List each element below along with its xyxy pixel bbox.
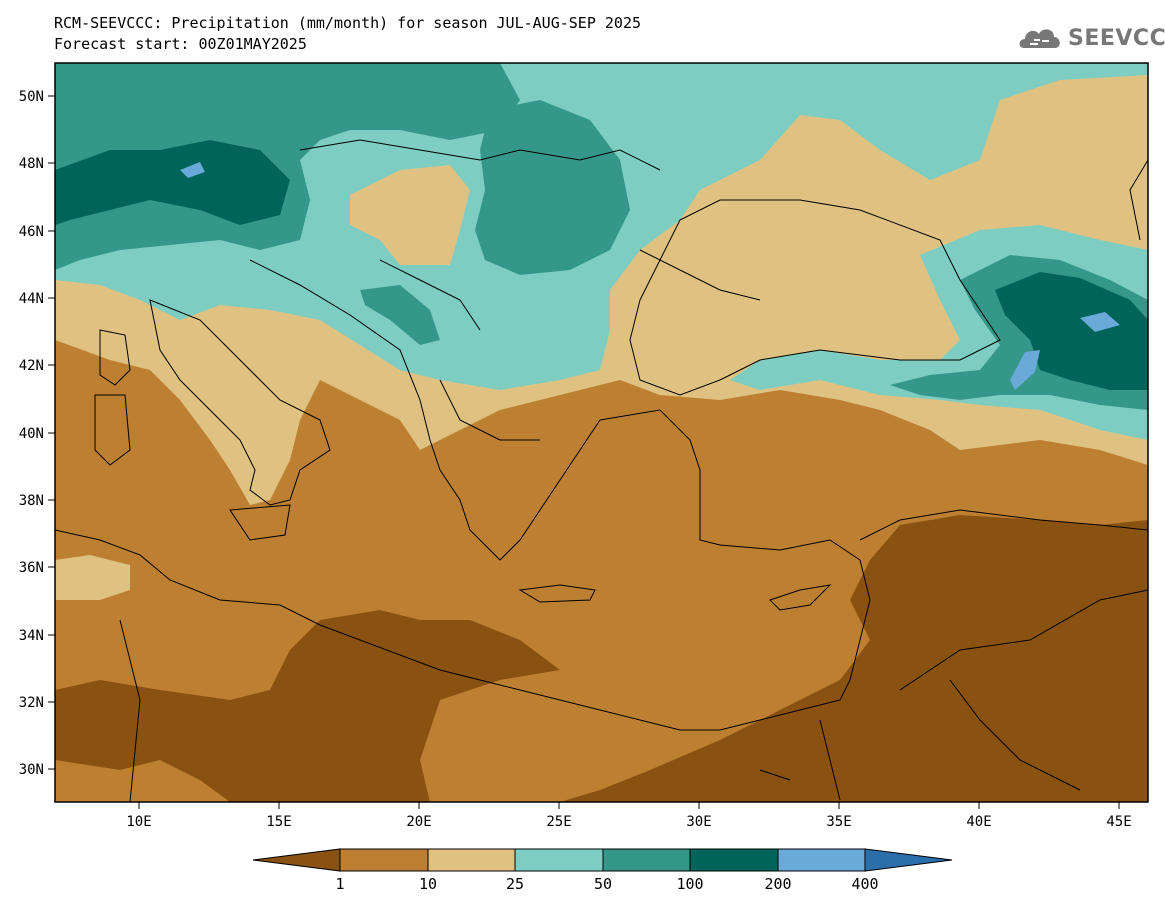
x-tick-label: 30E [686, 814, 711, 830]
precip-field-10-25-turkey [600, 470, 860, 690]
colorbar-label: 400 [851, 875, 878, 893]
colorbar-segment [777, 848, 866, 872]
precip-field-400-caucasus-2 [1010, 350, 1040, 390]
precip-field-400-alps [180, 162, 205, 178]
cloud-icon [1019, 29, 1060, 48]
forecast-start-label: Forecast start: 00Z01MAY2025 [54, 35, 307, 53]
colorbar-label: 1 [335, 875, 344, 893]
x-tick-label: 10E [126, 814, 151, 830]
colorbar-label: 100 [676, 875, 703, 893]
y-tick-label: 34N [19, 628, 44, 644]
precip-field-100-200-alps [55, 63, 520, 270]
axis-ticks [48, 95, 1120, 809]
x-tick-label: 15E [266, 814, 291, 830]
colorbar-segment [689, 848, 779, 872]
colorbar-label: 25 [506, 875, 524, 893]
y-tick-label: 40N [19, 426, 44, 442]
colorbar-segment [514, 848, 604, 872]
logo-text: SEEVCCC [1068, 26, 1165, 51]
y-tick-label: 50N [19, 89, 44, 105]
precip-field-25-50-west [55, 555, 130, 600]
precip-field-100-200-carpathians [475, 100, 630, 275]
colorbar-segment [427, 848, 516, 872]
colorbar-low-arrow [252, 848, 341, 872]
colorbar-label: 50 [594, 875, 612, 893]
precip-field-100-200-dinaric [360, 285, 440, 345]
colorbar-segment [339, 848, 429, 872]
y-tick-label: 44N [19, 291, 44, 307]
colorbar-high-arrow [864, 848, 953, 872]
y-tick-label: 30N [19, 762, 44, 778]
map-title: RCM-SEEVCCC: Precipitation (mm/month) fo… [54, 14, 641, 32]
y-tick-label: 36N [19, 560, 44, 576]
x-tick-label: 35E [826, 814, 851, 830]
y-tick-label: 42N [19, 358, 44, 374]
seevccc-logo: SEEVCCC [1018, 22, 1165, 56]
x-tick-label: 40E [966, 814, 991, 830]
x-tick-label: 25E [546, 814, 571, 830]
precip-field-25-50-hungary [350, 165, 470, 265]
precip-field-10-25-south [55, 760, 230, 802]
colorbar-label: 10 [419, 875, 437, 893]
coastlines [55, 139, 1148, 802]
x-tick-label: 45E [1106, 814, 1131, 830]
precip-field-200-400-caucasus [995, 272, 1148, 390]
x-tick-label: 20E [406, 814, 431, 830]
colorbar-segment [602, 848, 691, 872]
precip-field-200-400-alps [55, 140, 290, 225]
y-tick-label: 46N [19, 224, 44, 240]
y-tick-label: 48N [19, 156, 44, 172]
precip-field-400-caucasus [1080, 312, 1120, 332]
colorbar-label: 200 [764, 875, 791, 893]
colorbar: 1 10 25 50 100 200 400 [252, 848, 953, 893]
y-tick-label: 38N [19, 493, 44, 509]
y-tick-label: 32N [19, 695, 44, 711]
